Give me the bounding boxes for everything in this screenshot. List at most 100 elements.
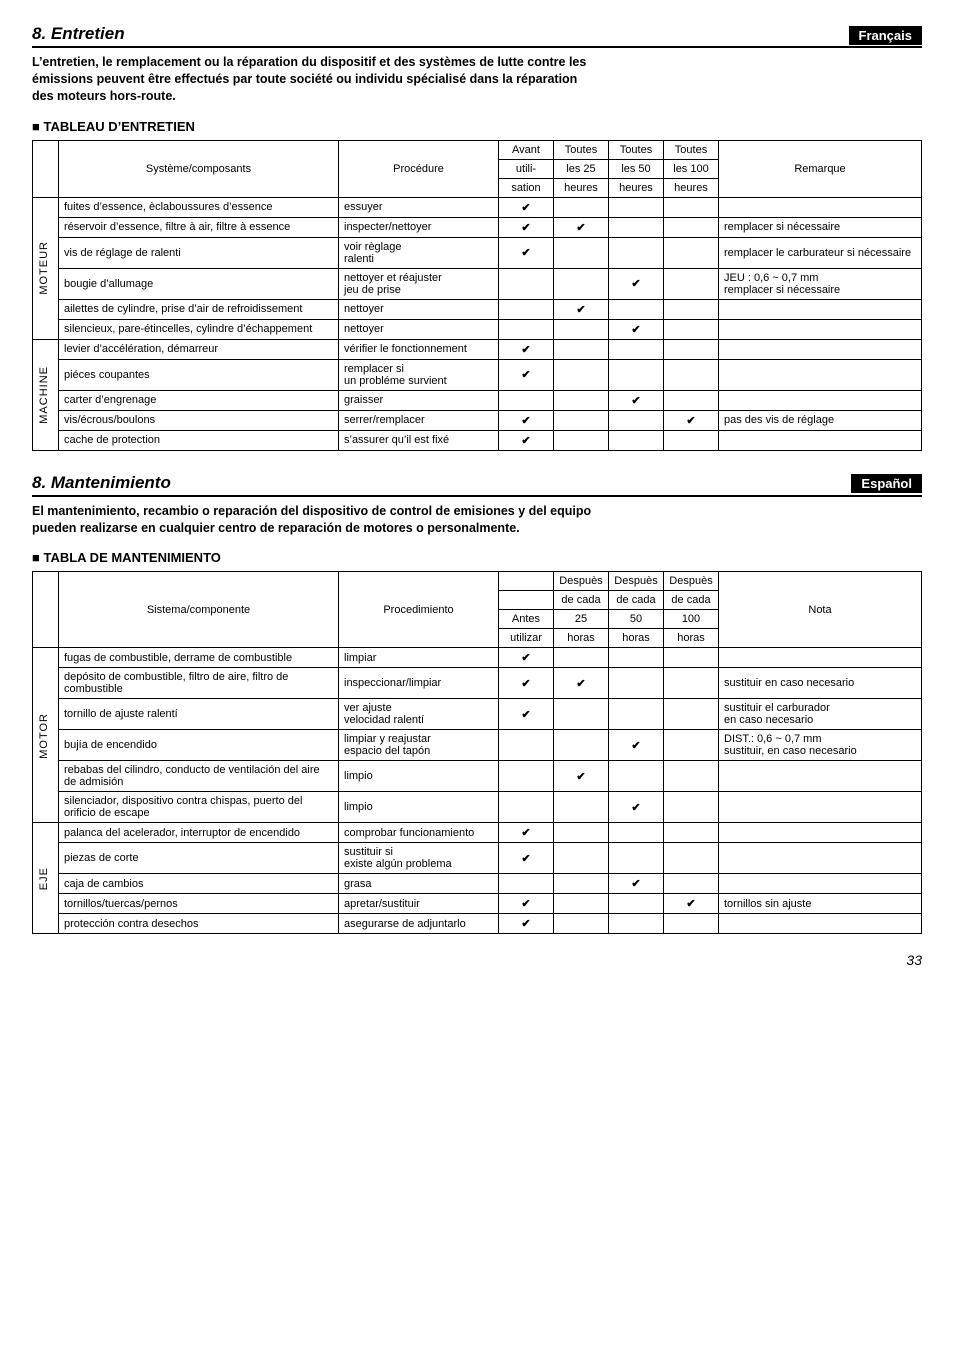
cell-system: carter d’engrenage [59,390,339,410]
cell-system: bujía de encendido [59,730,339,761]
cell-check [664,648,719,668]
cell-procedure: limpiar y reajustarespacio del tapón [339,730,499,761]
cell-check [609,823,664,843]
cell-procedure: essuyer [339,197,499,217]
cell-check [554,359,609,390]
cell-system: bougie d’allumage [59,268,339,299]
table-body: MOTORfugas de combustible, derrame de co… [33,648,922,934]
cell-check [499,730,554,761]
section-title-es: 8. Mantenimiento [32,473,171,495]
cell-check [554,792,609,823]
table-row: depósito de combustible, filtro de aire,… [33,668,922,699]
cell-remark [719,299,922,319]
cell-check [609,914,664,934]
cell-procedure: nettoyer [339,299,499,319]
cell-check [664,197,719,217]
cell-check [554,823,609,843]
intro-es: El mantenimiento, recambio o reparación … [32,503,592,537]
cell-check [499,268,554,299]
cell-check [554,843,609,874]
table-row: réservoir d’essence, filtre à air, filtr… [33,217,922,237]
th-system: Sistema/componente [59,572,339,648]
table-row: ailettes de cylindre, prise d’air de ref… [33,299,922,319]
th-remark: Nota [719,572,922,648]
cell-check [499,761,554,792]
table-row: rebabas del cilindro, conducto de ventil… [33,761,922,792]
cell-system: protección contra desechos [59,914,339,934]
cell-check [499,792,554,823]
cell-check [609,761,664,792]
cell-remark [719,390,922,410]
cell-check [609,339,664,359]
table-row: vis/écrous/boulonsserrer/remplacer✔✔pas … [33,410,922,430]
cell-system: fugas de combustible, derrame de combust… [59,648,339,668]
table-row: EJEpalanca del acelerador, interruptor d… [33,823,922,843]
cell-check: ✔ [554,217,609,237]
cell-check [554,894,609,914]
cell-check [609,217,664,237]
cell-procedure: sustituir siexiste algún problema [339,843,499,874]
cell-remark [719,197,922,217]
cell-procedure: apretar/sustituir [339,894,499,914]
cell-procedure: grasa [339,874,499,894]
cell-procedure: ver ajustevelocidad ralentí [339,699,499,730]
maintenance-table-fr: Système/composants Procédure Avant Toute… [32,140,922,451]
cell-system: réservoir d’essence, filtre à air, filtr… [59,217,339,237]
cell-system: caja de cambios [59,874,339,894]
cell-check [554,268,609,299]
table-head: Sistema/componente Procedimiento Despuès… [33,572,922,648]
cell-system: silencieux, pare-étincelles, cylindre d’… [59,319,339,339]
cell-check [499,299,554,319]
table-row: caja de cambiosgrasa ✔ [33,874,922,894]
cell-check: ✔ [609,792,664,823]
cell-check: ✔ [499,197,554,217]
table-row: tornillos/tuercas/pernosapretar/sustitui… [33,894,922,914]
cell-remark [719,430,922,450]
cell-check: ✔ [499,217,554,237]
table-row: protección contra desechosasegurarse de … [33,914,922,934]
cell-check: ✔ [609,730,664,761]
group-label: EJE [33,823,59,934]
lang-badge-es: Español [851,474,922,493]
th-c1 [499,572,554,591]
cell-check [499,319,554,339]
cell-procedure: graisser [339,390,499,410]
cell-check [609,648,664,668]
cell-procedure: s’assurer qu’il est fixé [339,430,499,450]
cell-check [664,843,719,874]
table-row: MOTEURfuites d’essence, èclaboussures d’… [33,197,922,217]
cell-remark: remplacer si nécessaire [719,217,922,237]
cell-system: piéces coupantes [59,359,339,390]
cell-check [664,217,719,237]
table-body: MOTEURfuites d’essence, èclaboussures d’… [33,197,922,450]
cell-check [664,390,719,410]
cell-check [499,390,554,410]
cell-check [554,339,609,359]
cell-check: ✔ [499,894,554,914]
table-row: cache de protections’assurer qu’il est f… [33,430,922,450]
cell-check: ✔ [609,874,664,894]
cell-procedure: limpio [339,761,499,792]
cell-system: levier d’accélération, démarreur [59,339,339,359]
cell-remark: remplacer le carburateur si nécessaire [719,237,922,268]
cell-check [554,390,609,410]
th-system: Système/composants [59,140,339,197]
cell-check: ✔ [499,359,554,390]
cell-check [554,237,609,268]
cell-check: ✔ [499,843,554,874]
cell-check [664,319,719,339]
th-top: Despuès [664,572,719,591]
cell-check [664,914,719,934]
table-row: carter d’engrenagegraisser ✔ [33,390,922,410]
cell-check [664,699,719,730]
cell-procedure: serrer/remplacer [339,410,499,430]
cell-procedure: remplacer siun probléme survient [339,359,499,390]
cell-procedure: limpiar [339,648,499,668]
cell-check: ✔ [609,390,664,410]
cell-check [609,299,664,319]
cell-check [664,299,719,319]
cell-system: fuites d’essence, èclaboussures d’essenc… [59,197,339,217]
cell-remark [719,359,922,390]
cell-check: ✔ [499,823,554,843]
cell-system: silenciador, dispositivo contra chispas,… [59,792,339,823]
